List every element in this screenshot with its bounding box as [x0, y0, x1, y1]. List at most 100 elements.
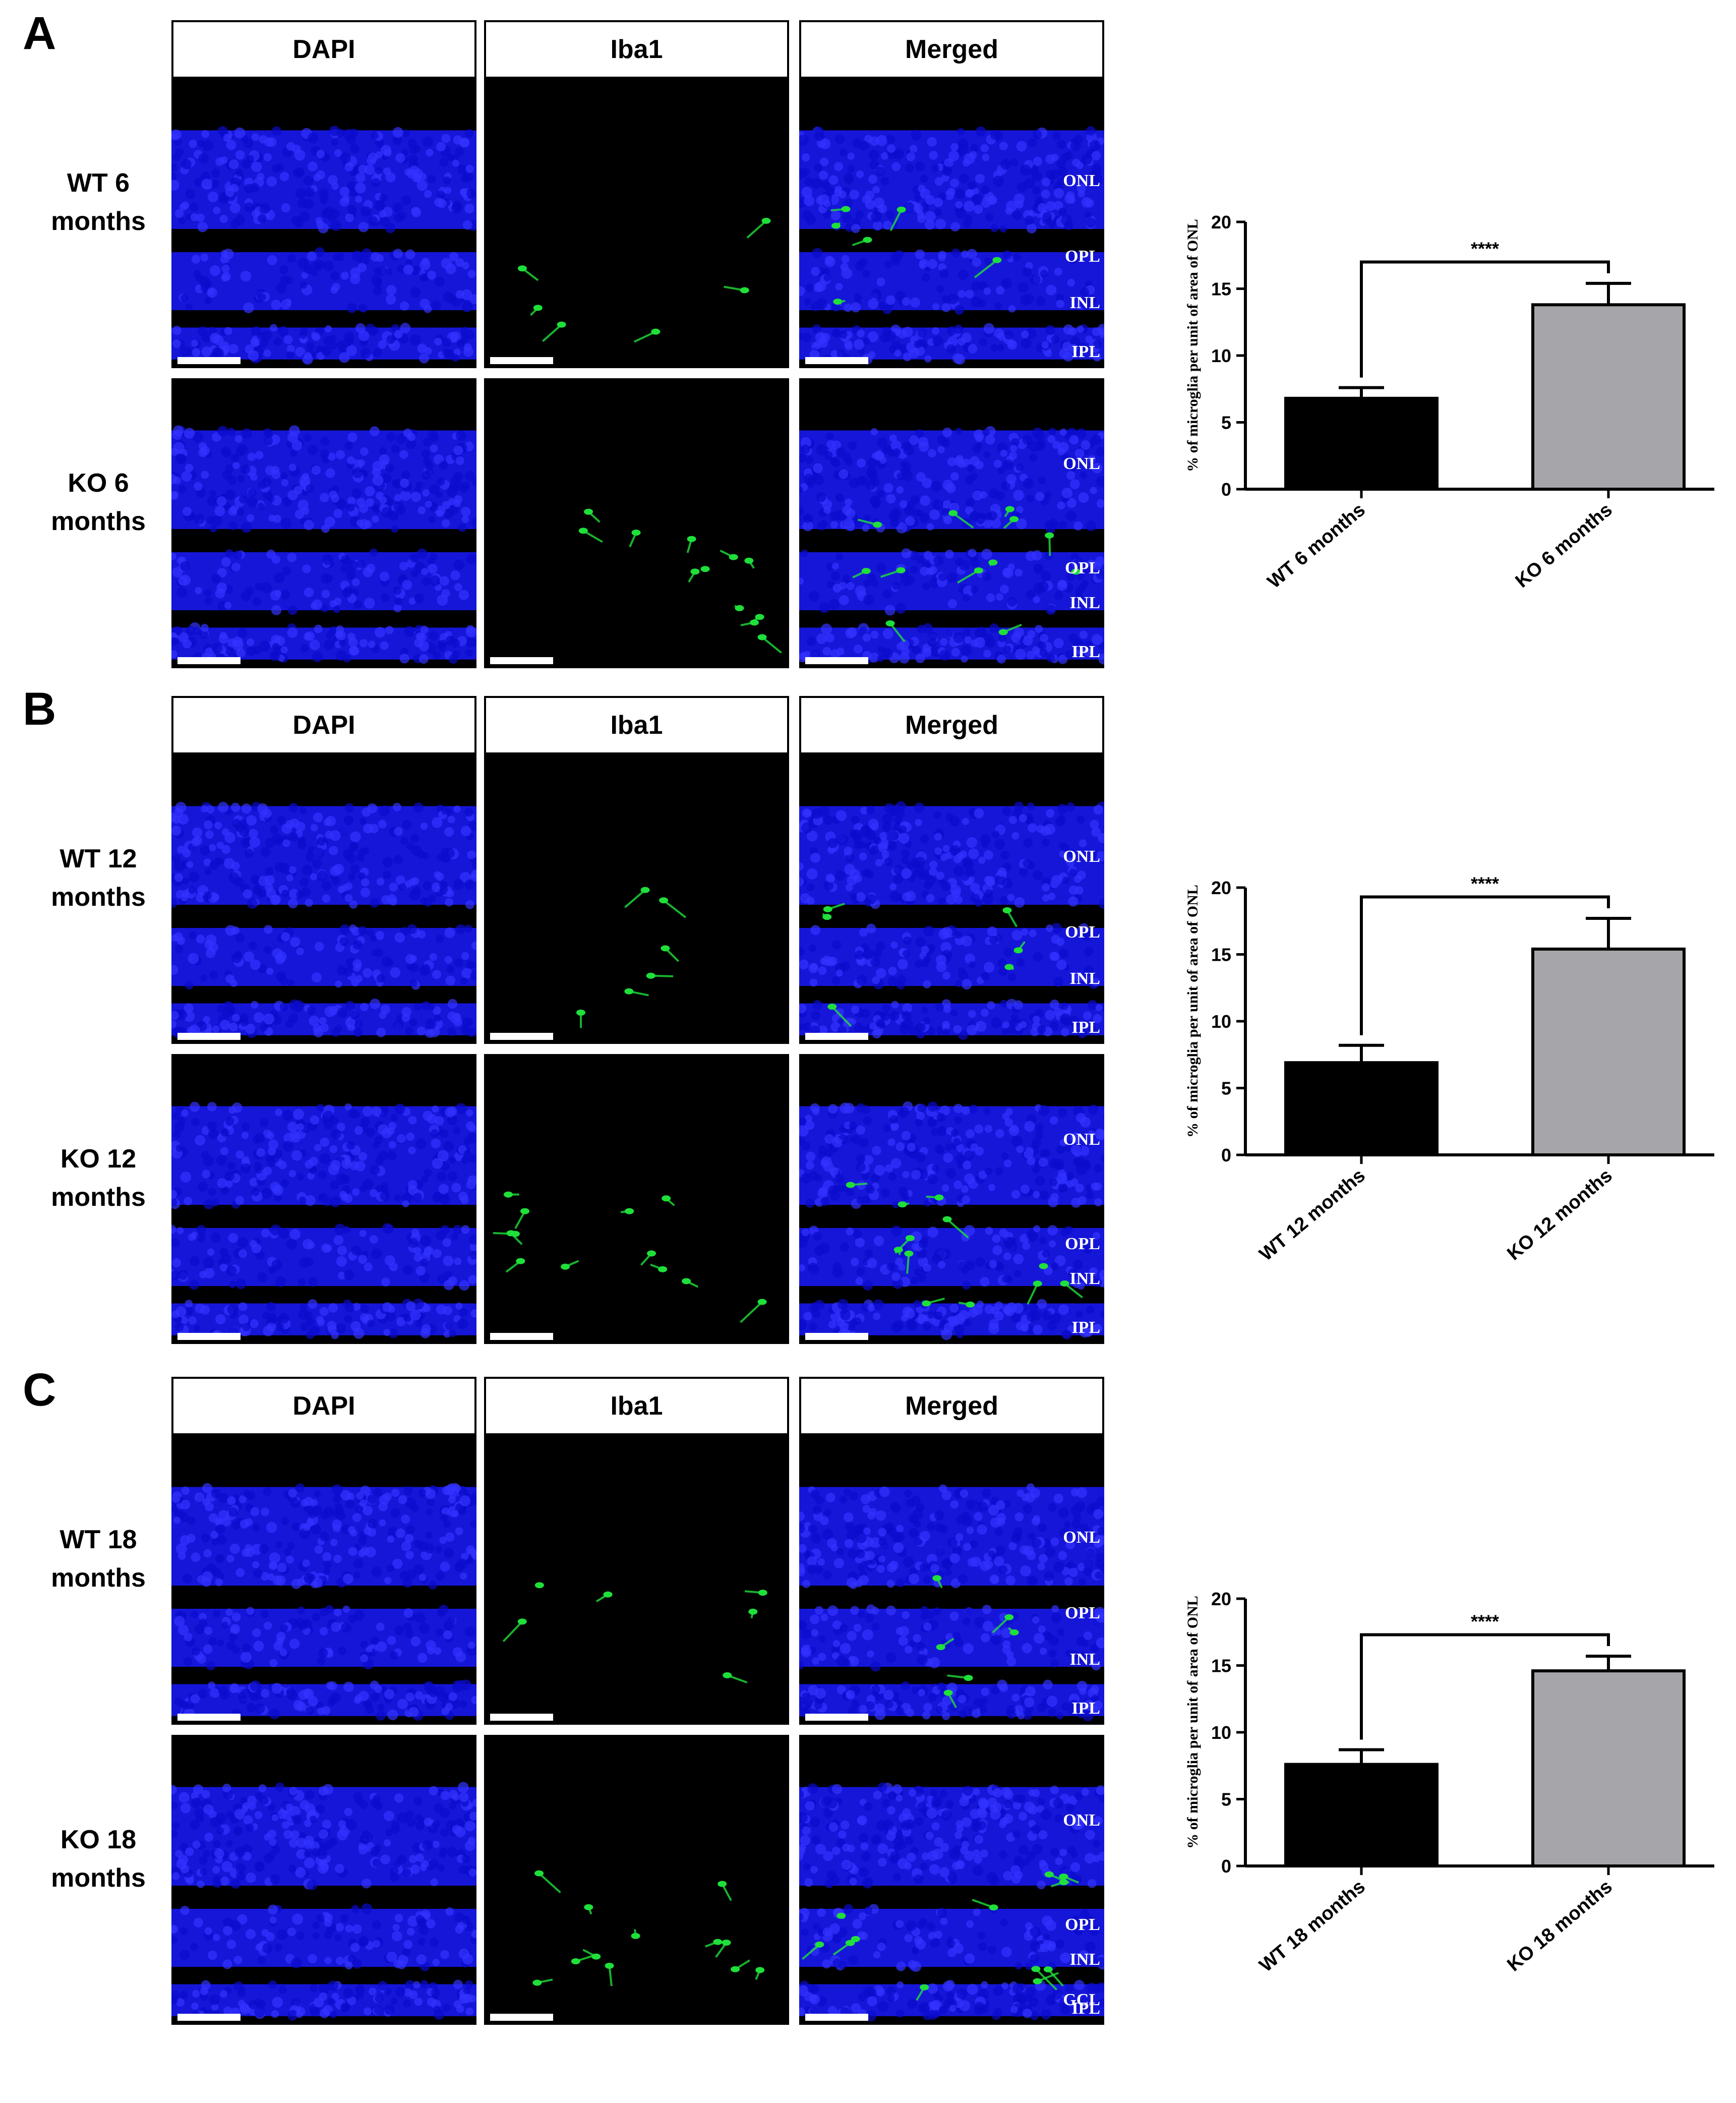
nuclear-band — [171, 323, 476, 365]
category-label: WT 6 months — [1264, 499, 1369, 593]
scale-bar — [805, 1333, 868, 1340]
bar — [1531, 1669, 1686, 1867]
layer-label-onl: ONL — [1063, 454, 1100, 473]
scale-bar — [805, 357, 868, 364]
nuclear-band — [171, 1903, 476, 1971]
column-header-merged: Merged — [799, 696, 1104, 754]
nuclear-band — [171, 1101, 476, 1209]
nuclear-band — [171, 1605, 476, 1671]
nuclear-band — [171, 1782, 476, 1890]
micrograph-iba1 — [484, 1054, 789, 1344]
layer-label-ipl: IPL — [1071, 342, 1100, 362]
layer-label-inl: INL — [1069, 1650, 1100, 1669]
scale-bar — [177, 1333, 241, 1340]
scale-bar — [177, 2014, 241, 2021]
y-tick-label: 10 — [1211, 1011, 1231, 1032]
layer-label-onl: ONL — [1063, 171, 1100, 190]
layer-label-onl: ONL — [1063, 1130, 1100, 1149]
y-tick-label: 0 — [1221, 1856, 1231, 1877]
micrograph-iba1 — [484, 754, 789, 1044]
scale-bar — [805, 1033, 868, 1040]
scale-bar — [177, 657, 241, 664]
microglia-signal — [576, 887, 687, 1028]
micrograph-merged: ONL OPL INL IPL GCL — [799, 1735, 1104, 2025]
column-header-dapi: DAPI — [171, 20, 476, 79]
nuclear-band — [171, 1979, 476, 2021]
nuclear-band — [799, 923, 1104, 990]
layer-label-ipl: IPL — [1071, 1699, 1100, 1718]
bar-chart: 0 5 10 15 20 % of microglia per unit of area … — [1145, 166, 1719, 620]
scale-bar — [490, 1714, 553, 1721]
microglia-signal — [802, 1871, 1080, 2001]
layer-label-inl: INL — [1069, 1269, 1100, 1288]
micrograph-iba1 — [484, 1735, 789, 2025]
y-tick-label: 20 — [1211, 1589, 1231, 1609]
nuclear-band — [799, 1904, 1104, 1972]
nuclear-band — [799, 623, 1104, 665]
significance-bracket — [1360, 260, 1610, 378]
significance-label: **** — [1471, 239, 1499, 259]
nuclear-band — [171, 801, 476, 909]
nuclear-band — [799, 1604, 1104, 1672]
micrograph-dapi — [171, 754, 476, 1044]
column-header-iba1: Iba1 — [484, 1377, 789, 1435]
micrograph-iba1 — [484, 378, 789, 668]
layer-label-inl: INL — [1069, 593, 1100, 612]
micrograph-merged: ONL OPL INL IPL — [799, 754, 1104, 1044]
micrograph-dapi — [171, 378, 476, 668]
nuclear-band — [799, 801, 1104, 909]
row-label: WT 6 months — [51, 168, 146, 236]
nuclear-band — [799, 999, 1104, 1040]
micrograph-merged: ONL OPL INL IPL — [799, 1435, 1104, 1725]
scale-bar — [490, 2014, 553, 2021]
layer-label-ipl: IPL — [1071, 1999, 1100, 2018]
nuclear-band — [171, 622, 476, 665]
microglia-signal — [517, 217, 771, 343]
layer-label-onl: ONL — [1063, 1528, 1100, 1547]
row-label: WT 18 months — [51, 1525, 146, 1593]
micrograph-merged: ONL OPL INL IPL — [799, 78, 1104, 368]
layer-label-ipl: IPL — [1071, 1018, 1100, 1037]
significance-bracket — [1360, 1633, 1610, 1740]
nuclear-band — [799, 1782, 1104, 1890]
micrograph-merged: ONL OPL INL IPL — [799, 1054, 1104, 1344]
row-label: KO 6 months — [51, 469, 146, 536]
category-label: KO 6 months — [1512, 499, 1617, 592]
layer-label-opl: OPL — [1065, 247, 1100, 266]
nuclear-band — [799, 323, 1104, 365]
panel-letter: B — [23, 683, 56, 735]
micrograph-iba1 — [484, 1435, 789, 1725]
bar-chart: 0 5 10 15 20 % of microglia per unit of area … — [1145, 1543, 1719, 1997]
scale-bar — [490, 357, 553, 364]
microglia-signal — [932, 1575, 1019, 1709]
micrograph-dapi — [171, 1435, 476, 1725]
layer-label-opl: OPL — [1065, 1234, 1100, 1253]
y-tick-label: 5 — [1221, 1789, 1231, 1810]
significance-bracket — [1360, 895, 1610, 1035]
y-tick-label: 10 — [1211, 345, 1231, 366]
nuclear-band — [799, 248, 1104, 315]
nuclear-band — [171, 126, 476, 233]
column-header-dapi: DAPI — [171, 1377, 476, 1435]
bar — [1531, 947, 1686, 1156]
y-tick-label: 15 — [1211, 1656, 1231, 1676]
microglia-signal — [830, 206, 1002, 305]
layer-label-inl: INL — [1069, 1950, 1100, 1969]
y-tick-label: 15 — [1211, 945, 1231, 965]
y-tick-label: 0 — [1221, 479, 1231, 500]
layer-label-ipl: IPL — [1071, 642, 1100, 662]
microglia-signal — [846, 1182, 1083, 1308]
layer-label-opl: OPL — [1065, 1915, 1100, 1934]
scale-bar — [490, 1033, 553, 1040]
layer-label-ipl: IPL — [1071, 1318, 1100, 1337]
y-tick-label: 0 — [1221, 1145, 1231, 1165]
panel-letter: A — [23, 8, 56, 59]
layer-label-inl: INL — [1069, 293, 1100, 312]
nuclear-band — [799, 426, 1104, 534]
micrograph-dapi — [171, 1054, 476, 1344]
y-tick-label: 10 — [1211, 1722, 1231, 1743]
y-tick-label: 5 — [1221, 413, 1231, 433]
nuclear-band — [799, 1483, 1104, 1590]
layer-label-opl: OPL — [1065, 922, 1100, 942]
microglia-signal — [852, 506, 1081, 642]
